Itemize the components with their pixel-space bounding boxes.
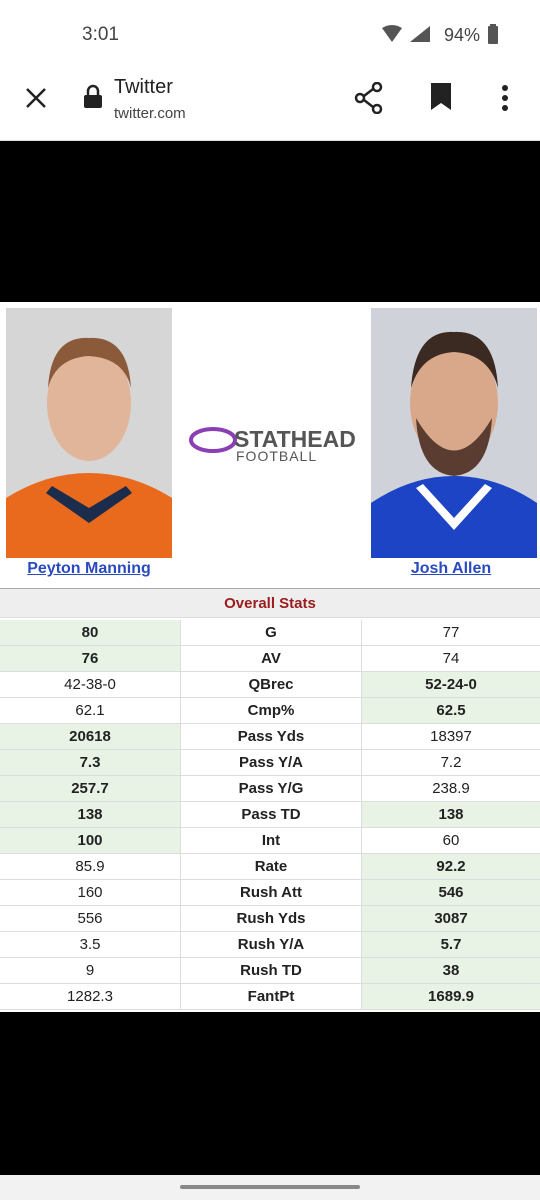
- stat-value: 62.1: [0, 698, 180, 724]
- browser-bar: Twitter twitter.com: [0, 70, 540, 141]
- black-bottom: [0, 1012, 540, 1175]
- page-url: twitter.com: [114, 105, 186, 122]
- stat-value: 62.5: [362, 698, 540, 724]
- stat-name: Pass Y/G: [180, 776, 362, 802]
- signal-icons: [382, 25, 430, 42]
- stat-value: 100: [0, 828, 180, 854]
- stat-name: Rate: [180, 854, 362, 880]
- stat-value: 20618: [0, 724, 180, 750]
- stat-value: 3.5: [0, 932, 180, 958]
- stat-value: 238.9: [362, 776, 540, 802]
- player-name[interactable]: Josh Allen: [410, 560, 492, 577]
- stat-value: 80: [0, 620, 180, 646]
- stat-name: Rush Yds: [180, 906, 362, 932]
- stat-value: 160: [0, 880, 180, 906]
- stat-value: 7.3: [0, 750, 180, 776]
- stat-name: G: [180, 620, 362, 646]
- stat-value: 9: [0, 958, 180, 984]
- stat-name: FantPt: [180, 984, 362, 1010]
- stat-name: Rush Att: [180, 880, 362, 906]
- stat-value: 52-24-0: [362, 672, 540, 698]
- stat-value: 7.2: [362, 750, 540, 776]
- stat-value: 77: [362, 620, 540, 646]
- bookmark-button[interactable]: [430, 82, 452, 112]
- logo-mark: [189, 427, 237, 453]
- stat-value: 38: [362, 958, 540, 984]
- stat-name: Int: [180, 828, 362, 854]
- stat-name: Rush TD: [180, 958, 362, 984]
- lock-icon: [84, 84, 102, 108]
- home-pill[interactable]: [180, 1185, 360, 1189]
- battery-text: 94%: [444, 25, 481, 45]
- black-top: [0, 141, 540, 302]
- stat-name: Cmp%: [180, 698, 362, 724]
- stat-name: Pass TD: [180, 802, 362, 828]
- page-title: Twitter: [114, 76, 173, 98]
- player-name[interactable]: Peyton Manning: [27, 560, 151, 577]
- menu-button[interactable]: [500, 84, 510, 112]
- battery-icon: [488, 24, 498, 44]
- player-photo-right: [371, 308, 537, 558]
- nav-bar: [0, 1175, 540, 1200]
- stat-card: STATHEAD FOOTBALL Overall Stats 80 G 77 76 AV…: [0, 302, 540, 1012]
- stat-name: Pass Y/A: [180, 750, 362, 776]
- stat-value: 74: [362, 646, 540, 672]
- stat-value: 60: [362, 828, 540, 854]
- stat-value: 3087: [362, 906, 540, 932]
- stat-name: AV: [180, 646, 362, 672]
- stat-name: Rush Y/A: [180, 932, 362, 958]
- logo-text: STATHEAD: [234, 426, 356, 452]
- stat-value: 76: [0, 646, 180, 672]
- close-button[interactable]: [24, 86, 48, 110]
- section-header: Overall Stats: [0, 588, 540, 618]
- stat-value: 18397: [362, 724, 540, 750]
- stat-value: 257.7: [0, 776, 180, 802]
- status-bar: 3:01 94%: [0, 0, 540, 70]
- stat-value: 5.7: [362, 932, 540, 958]
- stat-value: 546: [362, 880, 540, 906]
- stat-value: 138: [0, 802, 180, 828]
- stat-name: Pass Yds: [180, 724, 362, 750]
- stat-value: 42-38-0: [0, 672, 180, 698]
- share-button[interactable]: [354, 82, 384, 114]
- stat-value: 1282.3: [0, 984, 180, 1010]
- logo-subtext: FOOTBALL: [236, 448, 318, 464]
- stat-value: 85.9: [0, 854, 180, 880]
- stat-value: 138: [362, 802, 540, 828]
- stat-name: QBrec: [180, 672, 362, 698]
- stat-value: 92.2: [362, 854, 540, 880]
- stat-value: 556: [0, 906, 180, 932]
- player-photo-left: [6, 308, 172, 558]
- time: 3:01: [82, 24, 119, 45]
- stat-value: 1689.9: [362, 984, 540, 1010]
